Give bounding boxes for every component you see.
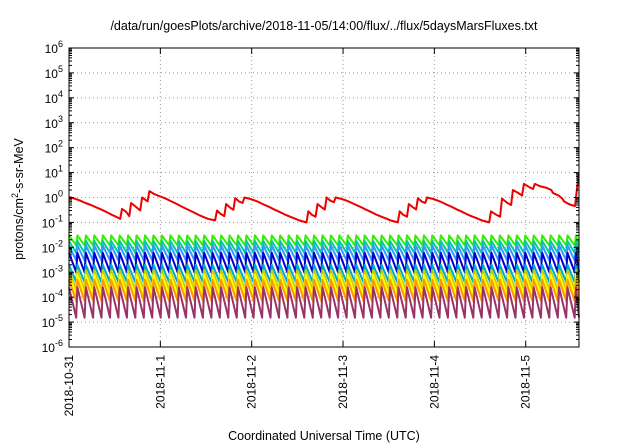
y-tick-base: 10 <box>42 291 56 305</box>
y-tick-label: 10-3 <box>42 263 63 280</box>
y-tick-label: 106 <box>45 39 63 56</box>
y-tick-base: 10 <box>42 341 56 355</box>
y-tick-label: 10-1 <box>42 213 63 230</box>
y-tick-base: 10 <box>42 216 56 230</box>
y-tick-exponent: -5 <box>55 313 63 323</box>
y-tick-label: 10-4 <box>42 288 63 305</box>
x-axis: 2018-10-31 2018-11-1 2018-11-2 2018-11-3 201… <box>62 48 533 416</box>
y-tick-exponent: -1 <box>55 213 63 223</box>
series-line-2 <box>68 240 580 254</box>
y-tick-exponent: 2 <box>58 139 63 149</box>
series-line-8 <box>68 278 580 302</box>
y-tick-exponent: 1 <box>58 164 63 174</box>
y-tick-base: 10 <box>42 266 56 280</box>
y-tick-base: 10 <box>45 67 59 81</box>
x-axis-label: Coordinated Universal Time (UTC) <box>228 429 420 443</box>
y-tick-base: 10 <box>45 92 59 106</box>
y-tick-base: 10 <box>45 42 59 56</box>
series-line-1 <box>68 234 580 247</box>
y-tick-base: 10 <box>42 241 56 255</box>
y-axis: 10-610-510-410-310-210-11001011021031041… <box>42 39 579 355</box>
y-tick-base: 10 <box>42 316 56 330</box>
x-tick-label: 2018-11-4 <box>427 355 441 409</box>
y-tick-exponent: -4 <box>55 288 63 298</box>
y-tick-exponent: 4 <box>58 89 63 99</box>
y-axis-label-suffix: -s-sr-MeV <box>12 137 26 193</box>
y-tick-base: 10 <box>45 167 59 181</box>
series-line-6 <box>68 269 580 291</box>
y-tick-exponent: -3 <box>55 263 63 273</box>
y-tick-label: 10-6 <box>42 338 63 355</box>
y-tick-base: 10 <box>45 117 59 131</box>
y-axis-label-sup: 2 <box>10 193 20 198</box>
series-line-5 <box>68 263 580 284</box>
y-tick-label: 100 <box>45 189 63 206</box>
y-tick-label: 104 <box>45 89 63 106</box>
y-tick-label: 102 <box>45 139 63 156</box>
y-tick-exponent: -6 <box>55 338 63 348</box>
x-tick-label: 2018-11-2 <box>245 355 259 409</box>
y-tick-label: 103 <box>45 114 63 131</box>
series-layer <box>68 173 580 319</box>
x-tick-label: 2018-11-1 <box>153 355 167 409</box>
chart-title: /data/run/goesPlots/archive/2018-11-05/1… <box>110 19 538 33</box>
y-tick-base: 10 <box>45 192 59 206</box>
y-tick-label: 101 <box>45 164 63 181</box>
y-tick-exponent: 3 <box>58 114 63 124</box>
x-tick-label: 2018-10-31 <box>62 355 76 417</box>
series-line-3 <box>68 244 580 262</box>
y-tick-label: 10-2 <box>42 238 63 255</box>
series-line-4 <box>68 251 580 274</box>
series-line-7 <box>68 273 580 297</box>
series-line-red <box>68 173 580 224</box>
y-tick-label: 10-5 <box>42 313 63 330</box>
y-tick-exponent: 0 <box>58 189 63 199</box>
y-axis-label-prefix: protons/cm <box>12 198 26 260</box>
y-tick-base: 10 <box>45 142 59 156</box>
x-tick-label: 2018-11-3 <box>336 355 350 409</box>
y-tick-exponent: 6 <box>58 39 63 49</box>
x-tick-label: 2018-11-5 <box>519 355 533 409</box>
series-line-9 <box>68 286 580 319</box>
y-tick-exponent: 5 <box>58 64 63 74</box>
y-tick-label: 105 <box>45 64 63 81</box>
y-axis-label: protons/cm2-s-sr-MeV <box>10 137 26 259</box>
y-tick-exponent: -2 <box>55 238 63 248</box>
